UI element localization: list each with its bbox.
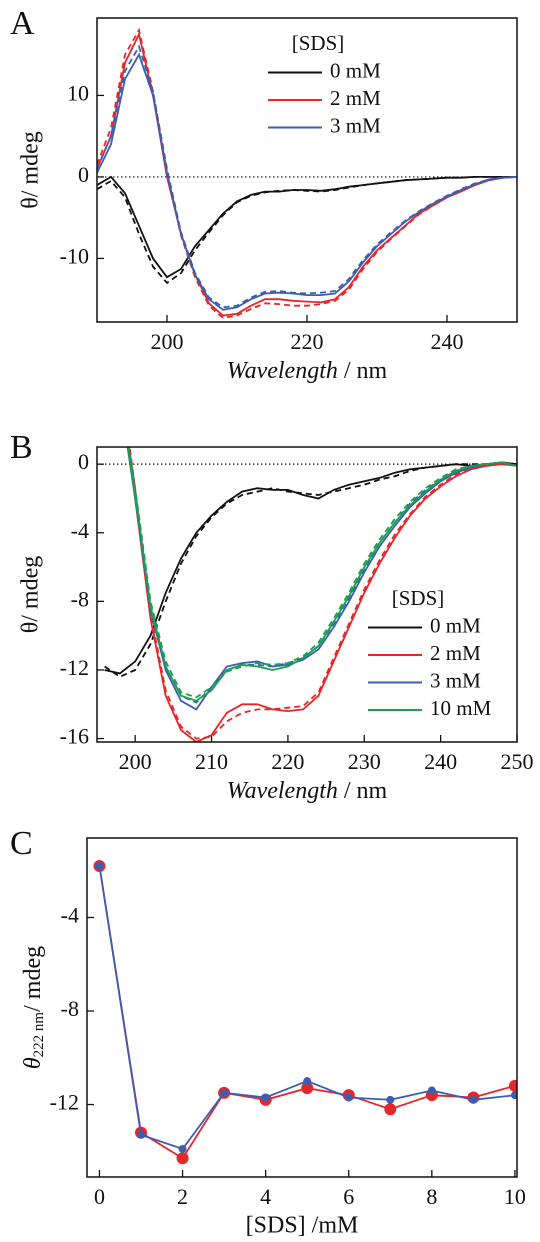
series-line [127, 447, 517, 742]
y-tick-label: -16 [60, 724, 89, 749]
y-tick-label: -4 [71, 518, 89, 543]
y-tick-label: -8 [61, 996, 79, 1021]
series-line [126, 447, 517, 711]
marker [261, 1093, 270, 1102]
legend-label: 10 mM [430, 696, 492, 720]
marker [508, 1079, 517, 1092]
y-tick-label: -4 [61, 903, 79, 928]
plot-frame [86, 837, 518, 1178]
legend-label: 2 mM [430, 641, 481, 665]
marker [510, 1091, 517, 1100]
marker [344, 1093, 353, 1102]
x-tick-label: 10 [504, 1184, 526, 1209]
series-line [127, 447, 517, 702]
x-label-unit: / nm [344, 778, 388, 804]
x-label-italic: Wavelength [227, 778, 338, 804]
x-tick-label: 8 [426, 1184, 437, 1209]
series-line [97, 31, 517, 317]
series-line [97, 44, 517, 309]
x-tick-label: 4 [260, 1184, 271, 1209]
legend-title: [SDS] [392, 586, 445, 610]
x-tick-label: 240 [424, 749, 457, 774]
series-line [128, 447, 517, 740]
legend-label: 3 mM [430, 668, 481, 692]
x-tick-label: 0 [94, 1184, 105, 1209]
y-label-symbol: θ [20, 1057, 46, 1069]
series-line [98, 865, 516, 1160]
x-tick-label: 200 [119, 749, 152, 774]
marker [469, 1095, 478, 1104]
y-axis-label: θ/ mdeg [18, 131, 44, 208]
y-tick-label: 0 [78, 449, 89, 474]
x-axis-label: Wavelength / nm [227, 358, 388, 384]
x-tick-label: 230 [348, 749, 381, 774]
x-label-italic: Wavelength [227, 358, 338, 384]
plot-frame [96, 17, 518, 323]
y-tick-label: -8 [71, 586, 89, 611]
x-tick-label: 220 [291, 329, 324, 354]
x-tick-label: 220 [271, 749, 304, 774]
marker [384, 1103, 397, 1116]
marker [301, 1082, 314, 1095]
series-line [104, 461, 517, 675]
panel-letter: A [10, 5, 35, 42]
x-tick-label: 200 [151, 329, 184, 354]
y-tick-label: -12 [60, 655, 89, 680]
series-line [97, 176, 517, 285]
legend-label: 2 mM [330, 86, 381, 110]
panel-letter: B [10, 429, 33, 466]
marker [95, 862, 104, 871]
marker [427, 1086, 436, 1095]
x-label-unit: / nm [344, 358, 388, 384]
x-tick-label: 250 [501, 749, 534, 774]
marker [178, 1144, 187, 1153]
legend-label: 0 mM [430, 613, 481, 637]
panel-letter: C [10, 825, 33, 862]
series-line [128, 447, 517, 699]
legend-label: 0 mM [330, 58, 381, 82]
plot-area [104, 447, 517, 742]
y-label-unit: / mdeg [20, 946, 46, 1012]
marker [220, 1088, 229, 1097]
marker [386, 1095, 395, 1104]
y-axis-label: θ222 nm/ mdeg [20, 946, 48, 1069]
y-label-subscript: 222 nm [31, 1012, 47, 1058]
series-line [97, 52, 517, 311]
series-line [104, 461, 517, 678]
y-tick-label: -10 [60, 243, 89, 268]
y-tick-label: -12 [50, 1090, 79, 1115]
x-axis-label: Wavelength / nm [227, 778, 388, 804]
x-tick-label: 240 [431, 329, 464, 354]
plot-frame [96, 446, 518, 743]
y-tick-label: 0 [78, 162, 89, 187]
x-tick-label: 6 [343, 1184, 354, 1209]
x-tick-label: 2 [177, 1184, 188, 1209]
marker [137, 1130, 146, 1139]
series-line [98, 865, 515, 1150]
plot-area [93, 860, 517, 1165]
legend-label: 3 mM [330, 113, 381, 137]
x-axis-label: [SDS] /mM [246, 1213, 359, 1239]
legend-title: [SDS] [292, 31, 345, 55]
marker [303, 1077, 312, 1086]
y-axis-label: θ/ mdeg [18, 556, 44, 633]
y-tick-label: 10 [67, 80, 89, 105]
plot-area [97, 27, 517, 319]
x-tick-label: 210 [195, 749, 228, 774]
marker [176, 1152, 189, 1165]
